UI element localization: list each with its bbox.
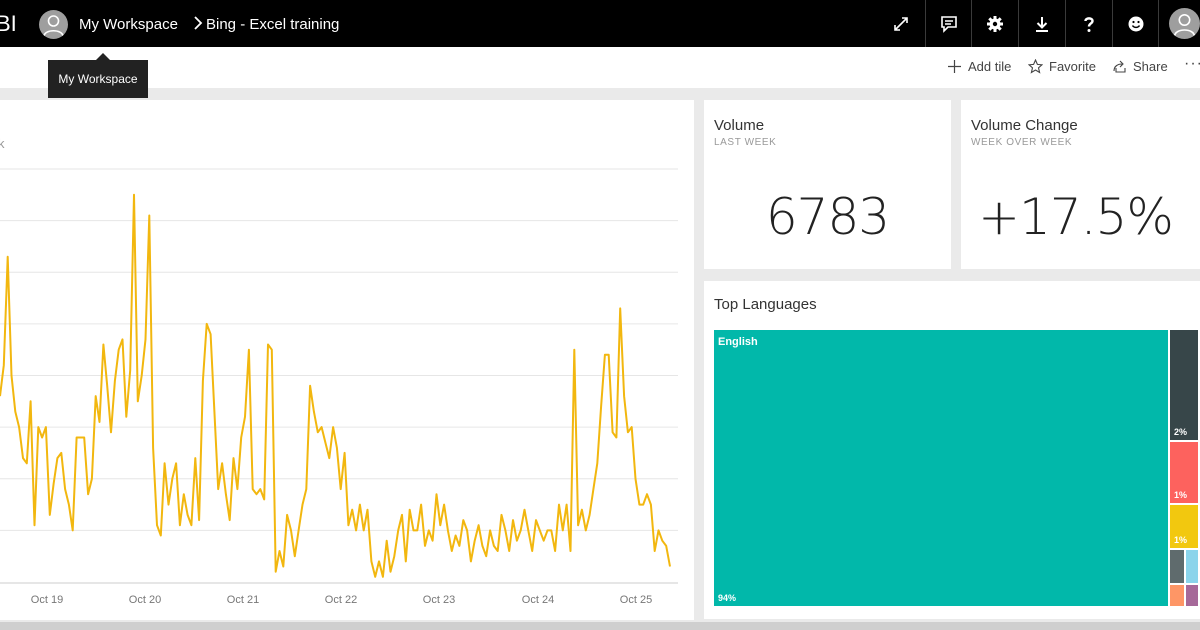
help-button[interactable]: [1065, 0, 1111, 47]
treemap-cell-english[interactable]: English 94%: [714, 330, 1168, 606]
share-label: Share: [1133, 59, 1168, 74]
user-avatar[interactable]: [1169, 8, 1200, 39]
plus-icon: [948, 60, 961, 73]
comments-button[interactable]: [925, 0, 971, 47]
line-chart-tile[interactable]: k Oct 19 Oct 20 Oct 21 Oct 22 Oct 23 Oct 24 Oc…: [0, 100, 694, 620]
x-tick-label: Oct 23: [423, 594, 455, 606]
line-chart-title-fragment: k: [0, 136, 5, 151]
chevron-right-icon: [194, 16, 203, 30]
volume-value: 6783: [765, 188, 890, 246]
favorite-label: Favorite: [1049, 59, 1096, 74]
gear-icon: [986, 15, 1003, 32]
share-icon: [1113, 60, 1126, 73]
person-icon: [43, 15, 64, 37]
x-tick-label: Oct 21: [227, 594, 259, 606]
more-options-button[interactable]: ···: [1184, 55, 1200, 72]
bottom-scrollbar[interactable]: [0, 622, 1200, 630]
volume-change-value: +17.5%: [978, 188, 1174, 246]
top-navigation-bar: BI My Workspace Bing - Excel training: [0, 0, 1200, 47]
treemap-value-english: 94%: [718, 593, 737, 603]
settings-button[interactable]: [971, 0, 1017, 47]
treemap-cell-dark[interactable]: 2%: [1170, 330, 1198, 440]
treemap-value-red: 1%: [1174, 490, 1188, 500]
breadcrumb-workspace[interactable]: My Workspace: [79, 16, 178, 33]
volume-series-line[interactable]: [0, 193, 671, 578]
share-button[interactable]: Share: [1112, 59, 1168, 74]
volume-change-title: Volume Change: [971, 117, 1078, 134]
workspace-avatar[interactable]: [39, 10, 68, 39]
treemap-cell-orange[interactable]: [1170, 585, 1184, 606]
treemap-cell-red[interactable]: 1%: [1170, 442, 1198, 503]
brand-logo[interactable]: BI: [0, 11, 17, 36]
expand-icon: [894, 16, 908, 31]
add-tile-button[interactable]: Add tile: [947, 59, 1011, 74]
volume-line-chart: Oct 19 Oct 20 Oct 21 Oct 22 Oct 23 Oct 24 Oct …: [0, 168, 678, 606]
treemap-value-yellow: 1%: [1174, 535, 1188, 545]
volume-subtitle: LAST WEEK: [714, 137, 777, 148]
top-languages-treemap: English 94% 2% 1% 1%: [714, 330, 1200, 606]
treemap-label-english: English: [718, 336, 758, 348]
volume-card-tile[interactable]: Volume LAST WEEK 6783: [704, 100, 951, 269]
x-tick-label: Oct 19: [31, 594, 63, 606]
treemap-cell-gray[interactable]: [1170, 550, 1184, 583]
smiley-icon: [1128, 16, 1143, 31]
volume-title: Volume: [714, 117, 765, 134]
dashboard-action-bar: Add tile Favorite Share ···: [0, 47, 1200, 88]
breadcrumb-dashboard[interactable]: Bing - Excel training: [206, 16, 340, 33]
treemap-cell-yellow[interactable]: 1%: [1170, 505, 1198, 548]
x-tick-label: Oct 22: [325, 594, 357, 606]
volume-change-card-tile[interactable]: Volume Change WEEK OVER WEEK +17.5%: [961, 100, 1200, 269]
account-button[interactable]: [1158, 0, 1200, 47]
comment-icon: [940, 15, 957, 33]
favorite-button[interactable]: Favorite: [1028, 59, 1096, 74]
help-icon: [1083, 16, 1094, 32]
download-button[interactable]: [1018, 0, 1064, 47]
feedback-button[interactable]: [1112, 0, 1158, 47]
top-languages-title: Top Languages: [714, 296, 817, 313]
workspace-tooltip: My Workspace: [48, 60, 148, 98]
treemap-value-dark: 2%: [1174, 427, 1188, 437]
treemap-cell-purple[interactable]: [1186, 585, 1198, 606]
person-icon: [1173, 14, 1196, 37]
tooltip-arrow: [96, 53, 110, 60]
x-tick-label: Oct 25: [620, 594, 652, 606]
volume-change-subtitle: WEEK OVER WEEK: [971, 137, 1073, 148]
download-icon: [1035, 16, 1048, 32]
add-tile-label: Add tile: [968, 59, 1012, 74]
treemap-cell-light-blue[interactable]: [1186, 550, 1198, 583]
x-tick-label: Oct 24: [522, 594, 554, 606]
x-tick-label: Oct 20: [129, 594, 161, 606]
top-languages-tile[interactable]: Top Languages English 94% 2% 1% 1%: [704, 281, 1200, 619]
fullscreen-button[interactable]: [878, 0, 924, 47]
star-icon: [1028, 59, 1043, 74]
